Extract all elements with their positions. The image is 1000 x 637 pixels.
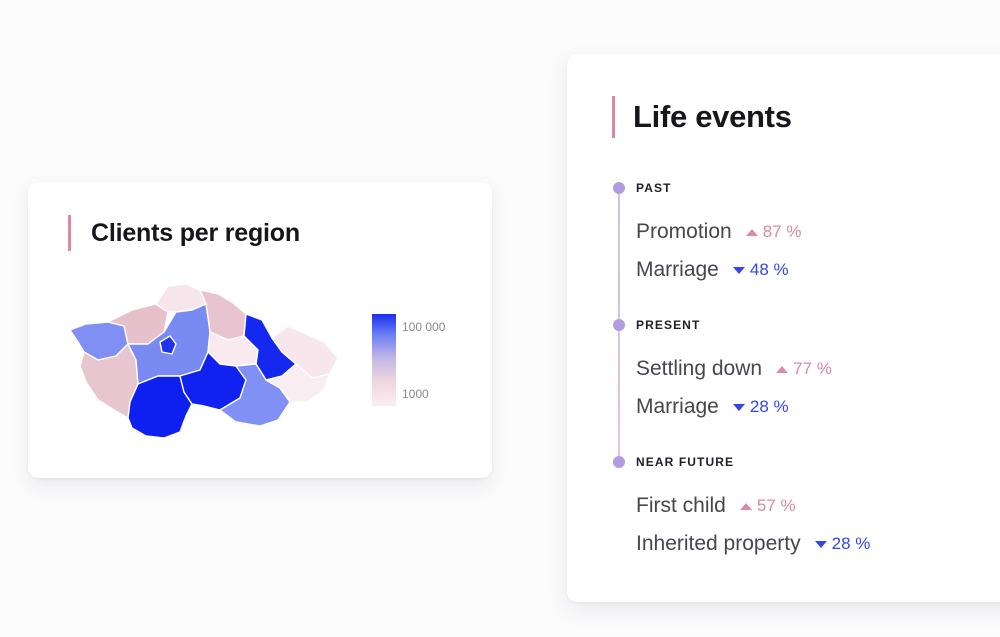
event-change-value: 87 % xyxy=(762,222,802,241)
region-map xyxy=(68,280,348,445)
event-change-up: 87 % xyxy=(745,222,802,242)
event-row: Promotion 87 % xyxy=(636,219,801,245)
event-name: Inherited property xyxy=(636,532,801,555)
event-change-down: 28 % xyxy=(732,397,789,417)
legend-min-label: 1000 xyxy=(402,387,429,401)
life-events-title: Life events xyxy=(612,96,792,138)
life-events-card: Life events PAST Promotion 87 % Marriage… xyxy=(567,54,1000,602)
event-change-down: 48 % xyxy=(732,260,789,280)
event-row: Inherited property 28 % xyxy=(636,531,870,557)
section-label-near-future: NEAR FUTURE xyxy=(636,455,735,469)
event-change-value: 48 % xyxy=(749,260,789,279)
region-south-moravia[interactable] xyxy=(219,363,291,427)
czech-regions-map-icon xyxy=(69,283,339,439)
event-change-up: 77 % xyxy=(776,359,832,379)
event-name: First child xyxy=(636,494,726,517)
event-change-value: 28 % xyxy=(831,534,871,553)
section-label-past: PAST xyxy=(636,181,672,195)
triangle-down-icon xyxy=(732,266,745,274)
event-change-value: 28 % xyxy=(749,397,789,416)
event-change-up: 57 % xyxy=(739,496,796,516)
event-name: Marriage xyxy=(636,395,719,418)
timeline-dot-near-future xyxy=(613,456,625,468)
event-name: Promotion xyxy=(636,220,732,243)
event-change-value: 57 % xyxy=(756,496,796,515)
clients-card-title: Clients per region xyxy=(68,215,300,251)
region-moravian-silesian[interactable] xyxy=(271,325,339,379)
section-label-present: PRESENT xyxy=(636,318,701,332)
triangle-down-icon xyxy=(814,540,827,548)
legend-max-label: 100 000 xyxy=(402,320,446,334)
triangle-up-icon xyxy=(739,502,752,510)
event-change-down: 28 % xyxy=(814,534,871,554)
triangle-down-icon xyxy=(732,403,745,411)
timeline-dot-past xyxy=(613,182,625,194)
event-name: Marriage xyxy=(636,258,719,281)
timeline-dot-present xyxy=(613,319,625,331)
event-row: Marriage 48 % xyxy=(636,257,789,283)
clients-per-region-card: Clients per region xyxy=(28,182,492,478)
event-change-value: 77 % xyxy=(793,359,832,378)
region-prague[interactable] xyxy=(159,335,177,355)
region-zlin[interactable] xyxy=(265,363,331,403)
event-row: Marriage 28 % xyxy=(636,394,789,420)
triangle-up-icon xyxy=(745,228,758,236)
triangle-up-icon xyxy=(776,365,789,373)
legend-gradient-bar xyxy=(372,314,396,406)
event-row: First child 57 % xyxy=(636,493,796,519)
event-name: Settling down xyxy=(636,357,763,380)
event-row: Settling down 77 % xyxy=(636,356,832,382)
